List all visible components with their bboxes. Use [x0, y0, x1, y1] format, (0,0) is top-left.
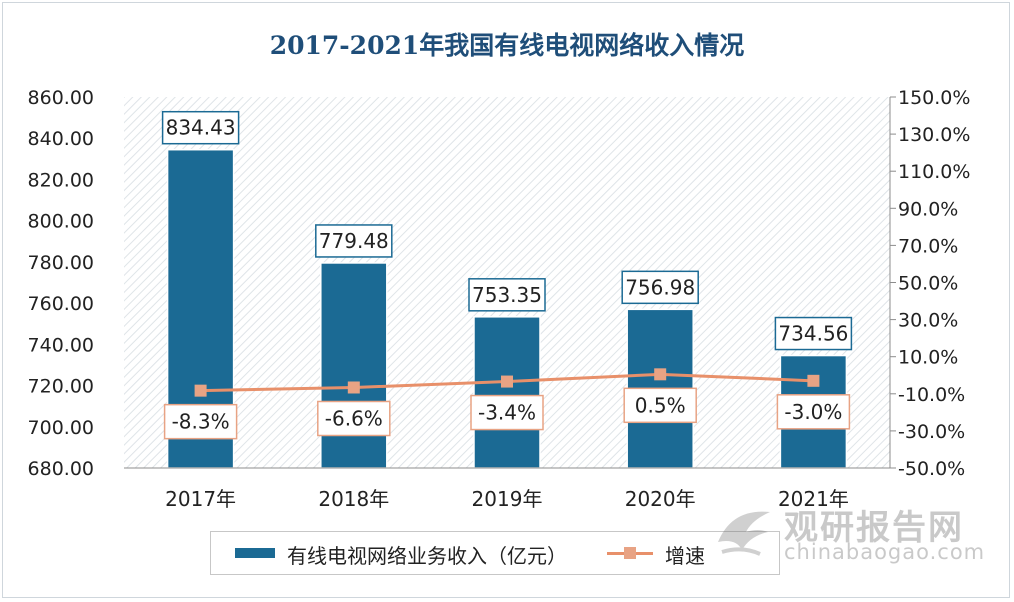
y-left-tick-2: 720.00: [28, 376, 94, 398]
legend-marker-swatch: [624, 547, 636, 559]
legend-line-label: 增速: [665, 544, 705, 568]
growth-value-label-4: -3.0%: [784, 400, 842, 424]
growth-value-label-0: -8.3%: [172, 410, 230, 434]
x-tick-2: 2019年: [472, 487, 543, 511]
watermark-domain: chinabaogao.com: [784, 540, 986, 564]
growth-value-label-1: -6.6%: [325, 406, 383, 430]
y-left-tick-0: 680.00: [28, 458, 94, 480]
bar-value-label-4: 734.56: [778, 322, 848, 346]
legend-bar-label: 有线电视网络业务收入（亿元）: [287, 544, 567, 568]
y-right-tick-6: 70.0%: [898, 235, 958, 257]
chart-title: 2017-2021年我国有线电视网络收入情况: [269, 31, 745, 60]
growth-marker-2: [501, 375, 513, 388]
bar-value-label-2: 753.35: [472, 283, 542, 307]
growth-line-layer: [194, 368, 820, 397]
y-right-tick-5: 50.0%: [898, 273, 958, 295]
growth-label-box-0: [163, 403, 238, 440]
bar-label-box-2: [468, 278, 546, 312]
y-left-tick-3: 740.00: [28, 334, 94, 356]
legend: 有线电视网络业务收入（亿元） 增速: [210, 531, 780, 575]
bar-label-box-0: [161, 110, 240, 145]
bar-label-box-3: [621, 270, 699, 305]
growth-marker-4: [807, 374, 820, 387]
y-right-tick-8: 110.0%: [898, 161, 970, 183]
y-left-tick-1: 700.00: [28, 417, 94, 439]
data-labels-layer: 834.43 779.48 753.35 756.98 734.56 -8.3% -6.6%…: [161, 110, 853, 440]
y-right-tick-3: 10.0%: [898, 347, 958, 369]
bar-value-label-1: 779.48: [319, 229, 389, 253]
bird-logo-icon: [718, 511, 770, 556]
y-left-tick-4: 760.00: [28, 293, 94, 315]
growth-marker-0: [194, 384, 207, 397]
bar-label-box-1: [315, 224, 393, 258]
x-tick-4: 2021年: [778, 487, 849, 511]
y-right-tick-10: 150.0%: [898, 87, 970, 109]
growth-label-box-1: [317, 400, 391, 437]
bar-1: [320, 262, 388, 469]
y-right-tick-9: 130.0%: [898, 124, 970, 146]
x-tick-1: 2018年: [318, 487, 389, 511]
growth-marker-1: [347, 381, 360, 394]
growth-label-box-2: [470, 394, 544, 431]
y-left-tick-5: 780.00: [28, 252, 94, 274]
y-left-tick-8: 840.00: [28, 128, 94, 150]
y-left-tick-9: 860.00: [28, 87, 94, 109]
growth-value-label-3: 0.5%: [635, 393, 686, 417]
y-left-tick-6: 800.00: [28, 211, 94, 233]
x-tick-3: 2020年: [625, 487, 696, 511]
growth-label-box-3: [623, 387, 697, 424]
growth-marker-3: [654, 368, 667, 381]
x-tick-0: 2017年: [165, 487, 236, 511]
y-right-tick-0: -50.0%: [898, 458, 965, 480]
bar-value-label-3: 756.98: [625, 275, 695, 299]
axes-layer: 680.00 700.00 720.00 740.00 760.00 780.00 800.…: [28, 87, 971, 511]
y-right-tick-4: 30.0%: [898, 310, 958, 332]
bar-value-label-0: 834.43: [166, 116, 236, 140]
y-right-tick-2: -10.0%: [898, 384, 965, 406]
bar-label-box-4: [774, 316, 853, 351]
growth-label-box-4: [776, 394, 851, 430]
y-left-tick-7: 820.00: [28, 169, 94, 191]
y-right-tick-1: -30.0%: [898, 421, 965, 443]
watermark: 观研报告网 chinabaogao.com: [708, 498, 998, 568]
legend-bar-swatch: [235, 548, 275, 558]
growth-value-label-2: -3.4%: [478, 401, 536, 425]
bar-2: [473, 316, 541, 469]
watermark-brand: 观研报告网: [784, 508, 964, 548]
y-right-tick-7: 90.0%: [898, 198, 958, 220]
